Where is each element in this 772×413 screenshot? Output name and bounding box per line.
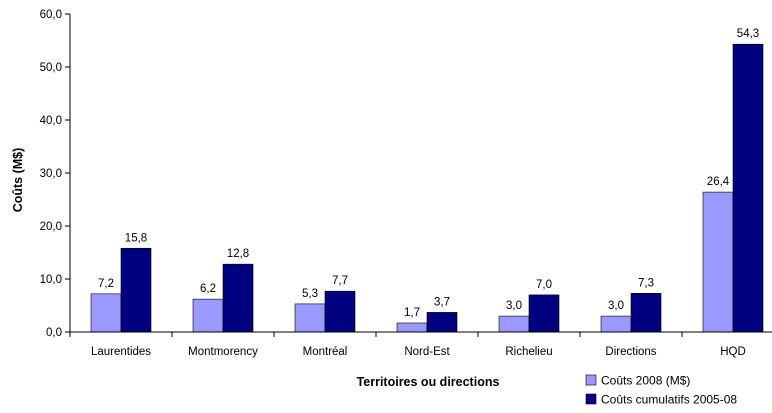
y-tick-label: 10,0 [40,274,62,286]
y-tick-label: 20,0 [40,221,62,233]
bar-couts-cumulatifs-2 [324,290,356,333]
y-tick-label: 40,0 [40,115,62,127]
bar-couts-cumulatifs-0 [120,247,152,333]
data-label: 3,7 [434,296,450,308]
x-tick-label: Directions [605,346,656,358]
legend-swatch [585,374,597,386]
bar-couts-2008-2 [294,303,326,333]
bar-couts-2008-5 [600,315,632,333]
x-tick-label: HQD [720,346,746,358]
legend: Coûts 2008 (M$) Coûts cumulatifs 2005-08 [585,374,737,407]
data-label: 5,3 [302,288,318,300]
bar-couts-cumulatifs-3 [426,312,458,333]
data-label: 6,2 [200,283,216,295]
data-label: 1,7 [404,307,420,319]
bar-couts-2008-1 [192,298,224,333]
x-tick-label: Montréal [303,346,348,358]
y-tick-label: 30,0 [40,168,62,180]
data-label: 15,8 [125,232,147,244]
bar-couts-2008-0 [90,293,122,333]
bar-couts-cumulatifs-4 [528,294,560,333]
ticks-layer: 0,0 10,0 20,0 30,0 40,0 50,0 60,0 Laurentides Mo… [40,9,746,358]
y-tick-label: 50,0 [40,62,62,74]
axes-layer [69,14,772,333]
data-label: 7,7 [332,275,348,287]
y-tick-label: 60,0 [40,9,62,21]
legend-label: Coûts cumulatifs 2005-08 [601,393,737,407]
data-label: 7,3 [638,277,654,289]
data-labels-layer: 7,2 15,8 6,2 12,8 5,3 7,7 1,7 3,7 3,0 7,0 3,0 7,3 26… [98,28,759,319]
legend-swatch [585,393,597,405]
data-label: 7,2 [98,278,114,290]
y-axis-title: Coûts (M$) [11,148,25,213]
legend-label: Coûts 2008 (M$) [601,374,690,388]
x-tick-label: Laurentides [91,346,151,358]
x-tick-label: Montmorency [188,346,258,358]
bars-layer [90,43,764,333]
bar-couts-2008-6 [702,191,734,333]
data-label: 3,0 [608,300,624,312]
data-label: 54,3 [737,28,759,40]
bar-couts-cumulatifs-5 [630,293,662,333]
data-label: 12,8 [227,248,249,260]
bar-couts-2008-3 [396,322,428,333]
y-tick-label: 0,0 [46,327,62,339]
bar-couts-2008-4 [498,315,530,333]
bar-couts-cumulatifs-6 [732,43,764,333]
x-axis-title: Territoires ou directions [357,375,500,389]
data-label: 26,4 [707,176,730,188]
x-tick-label: Nord-Est [404,346,450,358]
bar-couts-cumulatifs-1 [222,263,254,333]
data-label: 7,0 [536,279,552,291]
x-tick-label: Richelieu [505,346,552,358]
data-label: 3,0 [506,300,522,312]
